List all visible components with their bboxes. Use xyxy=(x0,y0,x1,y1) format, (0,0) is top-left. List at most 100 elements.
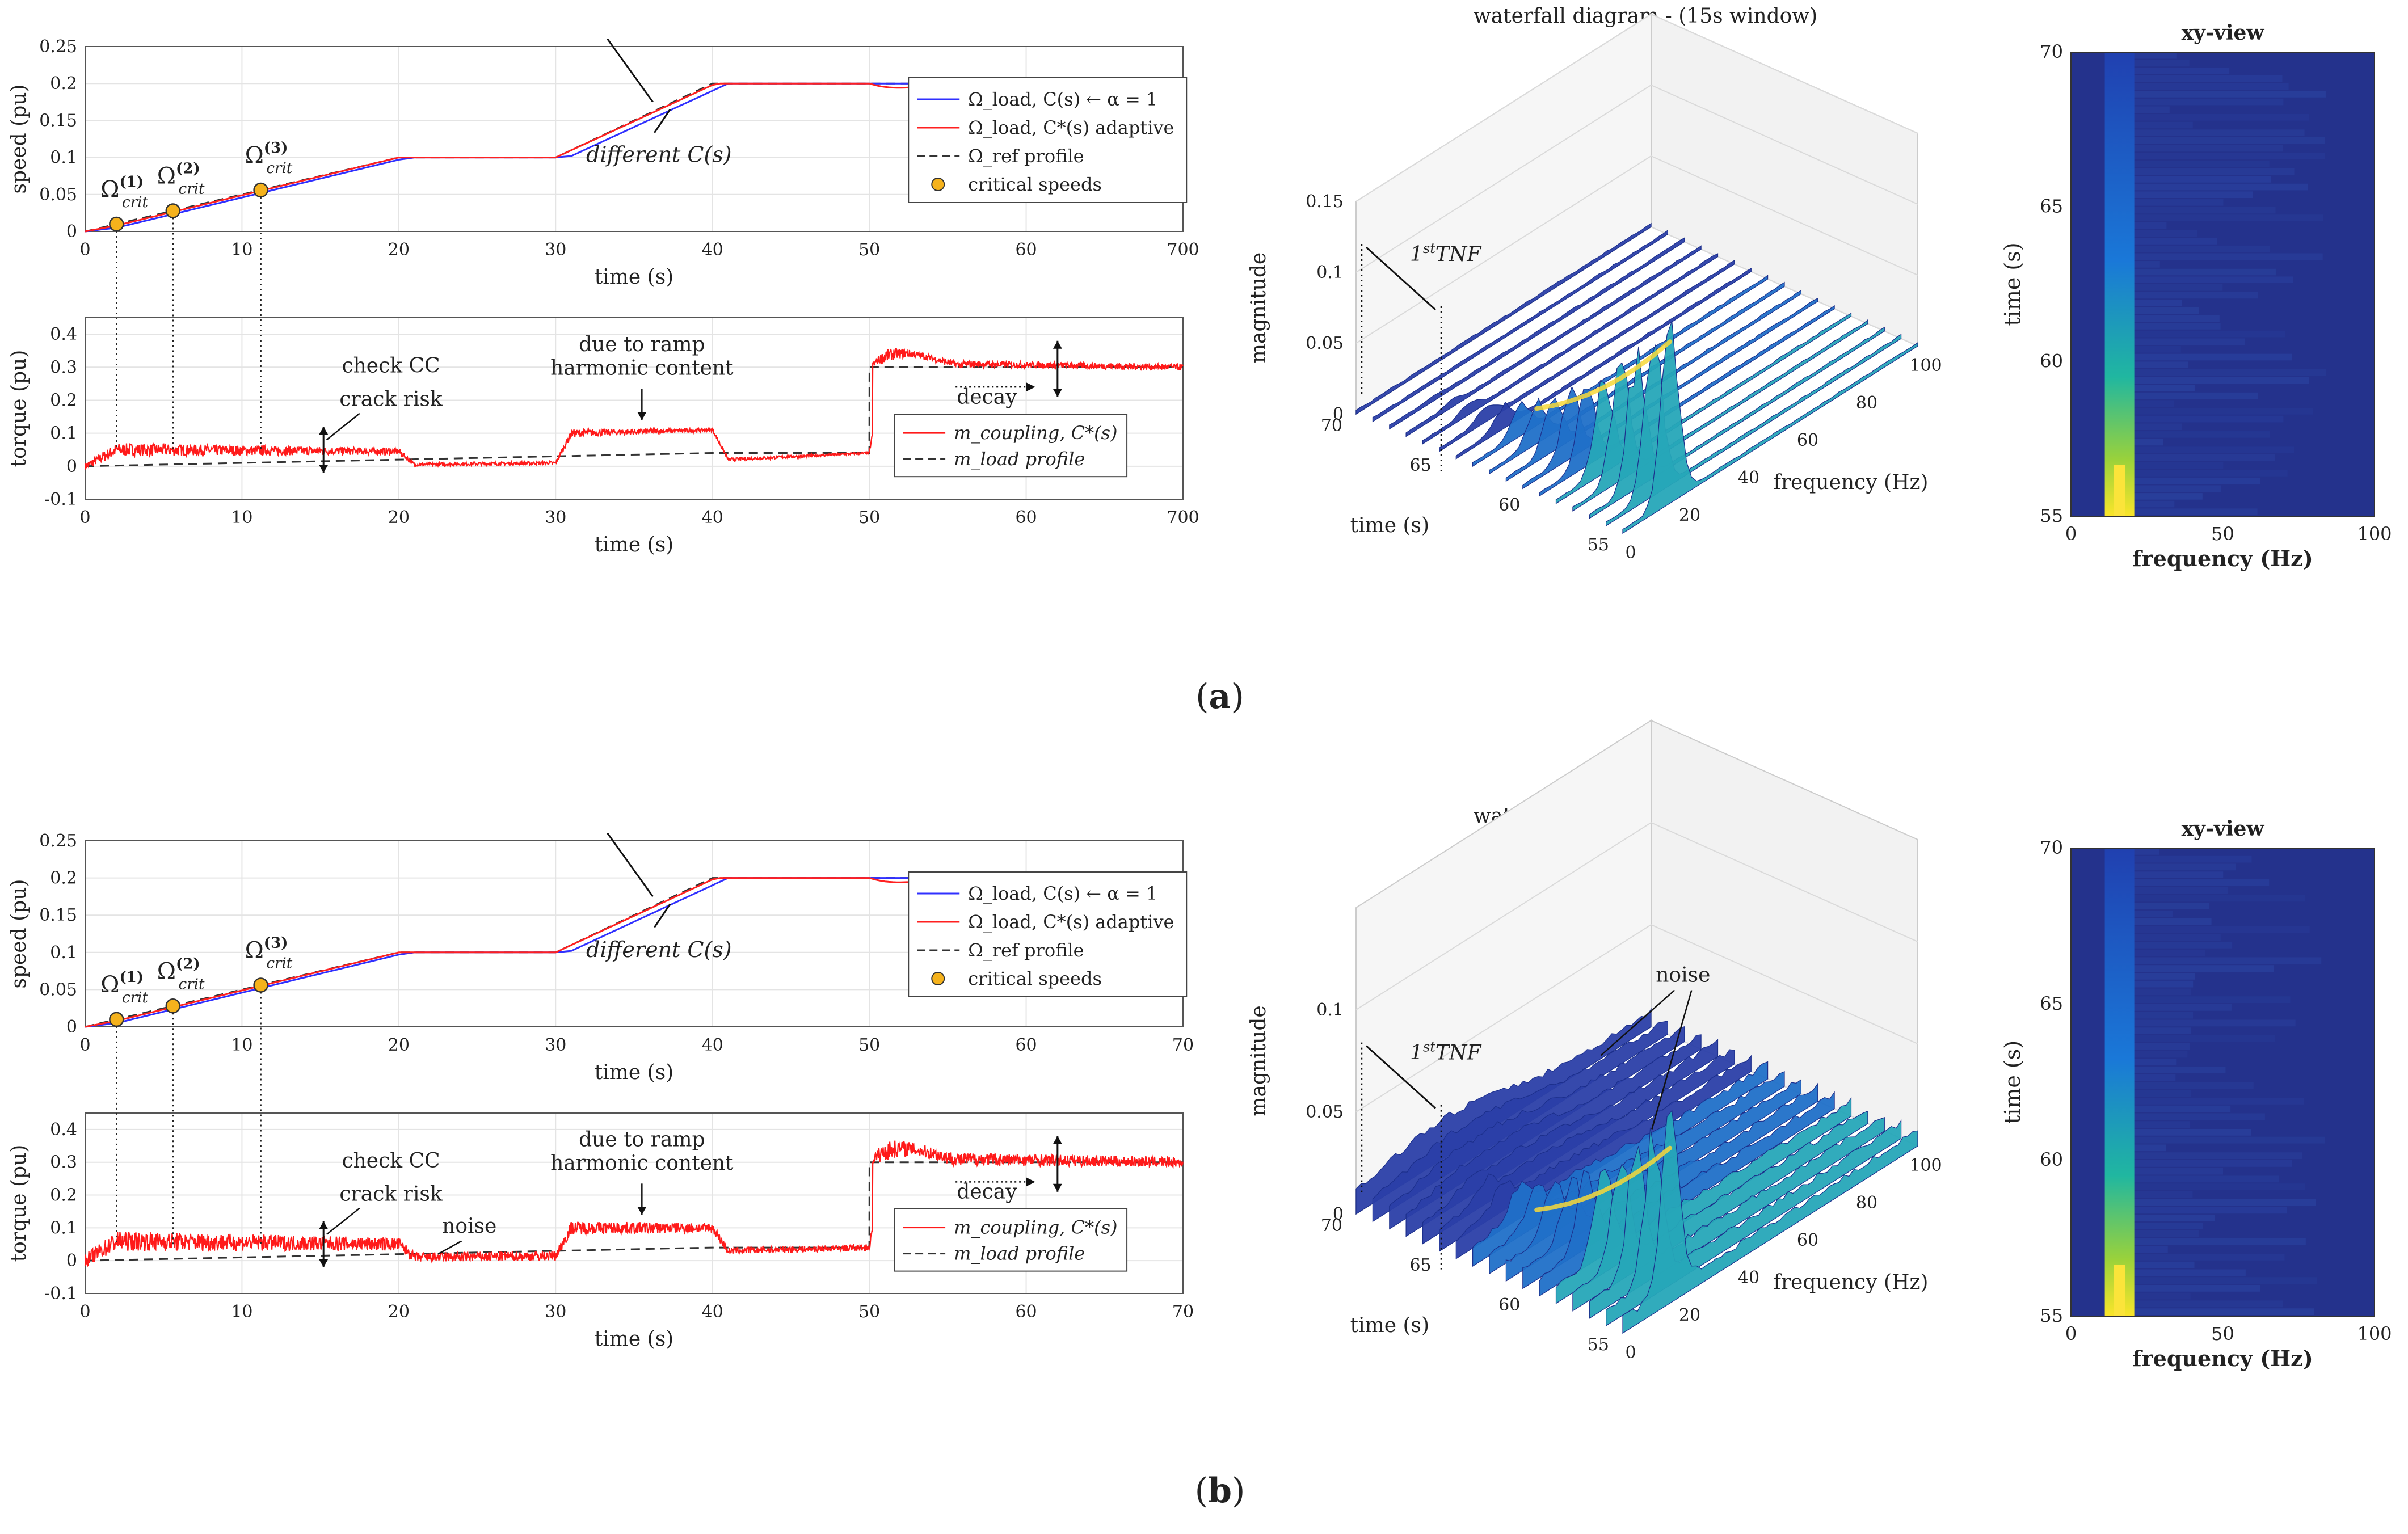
y-tick-label: 0.2 xyxy=(50,1186,77,1206)
xy-texture-band xyxy=(2113,1238,2306,1245)
y-tick-label: 0.15 xyxy=(39,905,77,925)
xy-texture-band xyxy=(2113,431,2270,438)
x-tick-label: 80 xyxy=(1856,1193,1877,1213)
xy-texture-band xyxy=(2113,60,2190,67)
annotation-arrowhead xyxy=(1053,340,1062,349)
xy-texture-band xyxy=(2113,168,2295,175)
y-tick-label: 0 xyxy=(66,1251,77,1271)
annotation-leader xyxy=(437,1240,462,1255)
xy-texture-band xyxy=(2113,508,2258,515)
annotation-due-to-ramp: due to ramp xyxy=(579,333,705,356)
y-tick-label: 65 xyxy=(1409,1255,1431,1275)
panel-label: (a) xyxy=(1195,677,1244,717)
annotation-arrow xyxy=(654,903,671,928)
waterfall-side-wall xyxy=(1651,13,1918,347)
x-tick-label: 0 xyxy=(79,1302,90,1322)
xy-texture-band xyxy=(2113,879,2270,886)
x-tick-label: 60 xyxy=(1015,1035,1037,1055)
xy-texture-band xyxy=(2113,52,2177,59)
waterfall-peak xyxy=(1534,1145,1673,1212)
y-tick-label: 0 xyxy=(66,1017,77,1037)
y-tick-label: 0.25 xyxy=(39,831,77,851)
annotation-noise: noise xyxy=(442,1215,496,1238)
waterfall-grid xyxy=(1355,155,1918,344)
x-tick-label: 50 xyxy=(858,1302,880,1322)
waterfall-grid xyxy=(1355,84,1918,273)
x-axis-label: time (s) xyxy=(595,266,673,289)
y-tick-label: 65 xyxy=(1409,456,1431,475)
waterfall-chart: waterfall diagram - (15s window)00.050.1… xyxy=(1247,719,1942,1363)
xy-texture-band xyxy=(2113,253,2323,260)
x-tick-label: 700 xyxy=(1167,508,1199,528)
critical-speed-sub: crit xyxy=(266,955,292,972)
waterfall-surface-strip xyxy=(1372,229,1668,423)
xy-texture-band xyxy=(2113,268,2276,276)
xy-texture-band xyxy=(2113,338,2245,345)
legend-swatch xyxy=(931,178,945,191)
xy-texture-band xyxy=(2113,114,2309,121)
xy-texture-band xyxy=(2113,871,2224,878)
y-tick-label: 0.1 xyxy=(50,1218,77,1238)
annotation-arrowhead xyxy=(1053,389,1062,397)
z-tick-label: 0.05 xyxy=(1306,334,1344,353)
x-tick-label: 20 xyxy=(388,508,410,528)
x-tick-label: 40 xyxy=(702,508,723,528)
xy-texture-band xyxy=(2113,500,2175,508)
xy-texture-band xyxy=(2113,145,2284,152)
xy-texture-band xyxy=(2113,385,2195,391)
speed-chart: 0 10 20 30 40 50 60 70 0 0.05 0.1 0.15 0.2 0.25 time (… xyxy=(7,831,1194,1084)
annotation-arrow xyxy=(1365,1045,1437,1109)
z-axis-label: magnitude xyxy=(1247,252,1270,363)
y-tick-label: 55 xyxy=(1588,535,1609,555)
x-axis-label: time (s) xyxy=(595,533,673,557)
y-tick-label: 0.25 xyxy=(39,37,77,57)
y-axis-label: torque (pu) xyxy=(7,1145,31,1262)
xy-texture-band xyxy=(2113,261,2160,268)
xy-texture-band xyxy=(2113,1113,2265,1120)
xy-texture-band xyxy=(2113,153,2325,159)
x-axis-label: frequency (Hz) xyxy=(2132,546,2313,571)
annotation-leader xyxy=(1651,990,1693,1130)
legend-entry: m_load profile xyxy=(954,448,1085,470)
y-tick-label: -0.1 xyxy=(44,490,77,509)
x-tick-label: 60 xyxy=(1015,1302,1037,1322)
annotation-harmonic-content: harmonic content xyxy=(550,1152,734,1175)
xy-texture-band xyxy=(2113,446,2295,453)
waterfall-grid xyxy=(1355,821,1918,1010)
xy-texture-band xyxy=(2113,856,2252,863)
y-tick-label: 0.1 xyxy=(50,943,77,963)
panel-letter: b xyxy=(1208,1471,1232,1511)
xy-texture-band xyxy=(2113,91,2326,98)
xy-texture-band xyxy=(2113,1160,2292,1167)
annotation-check-cc: check CC xyxy=(342,1149,440,1173)
xy-texture-band xyxy=(2113,1191,2193,1198)
x-tick-label: 100 xyxy=(2357,1323,2392,1345)
xy-texture-band xyxy=(2113,1308,2314,1315)
xy-ridge-core xyxy=(2114,1265,2125,1316)
x-tick-label: 10 xyxy=(231,508,252,528)
panel-label: (b) xyxy=(1195,1471,1245,1511)
xy-texture-band xyxy=(2113,1223,2204,1229)
annotation-arrow xyxy=(654,109,671,133)
y-tick-label: 70 xyxy=(1321,1216,1342,1236)
xy-texture-band xyxy=(2113,238,2217,245)
legend-entry: Ω_load, C(s) ← α = 1 xyxy=(968,883,1157,904)
y-tick-label: 0.2 xyxy=(50,74,77,94)
waterfall-surface-strip xyxy=(1622,321,1918,534)
y-tick-label: 0.1 xyxy=(50,424,77,444)
annotation-arrow xyxy=(607,832,654,897)
x-tick-label: 30 xyxy=(545,1302,566,1322)
xy-texture-band xyxy=(2113,1129,2251,1136)
xy-texture-band xyxy=(2113,276,2293,283)
xy-texture-band xyxy=(2113,377,2310,384)
x-tick-label: 0 xyxy=(79,508,90,528)
waterfall-grid xyxy=(1355,13,1918,202)
x-tick-label: 20 xyxy=(1679,505,1700,525)
xy-texture-band xyxy=(2113,1105,2231,1112)
critical-speed-sup: (1) xyxy=(119,969,144,986)
annotation-decay: decay xyxy=(957,385,1017,408)
annotation-arrowhead xyxy=(319,1259,329,1267)
waterfall-surface-strip xyxy=(1622,1109,1918,1334)
x-tick-label: 40 xyxy=(702,1302,723,1322)
critical-speed-marker xyxy=(253,977,268,993)
